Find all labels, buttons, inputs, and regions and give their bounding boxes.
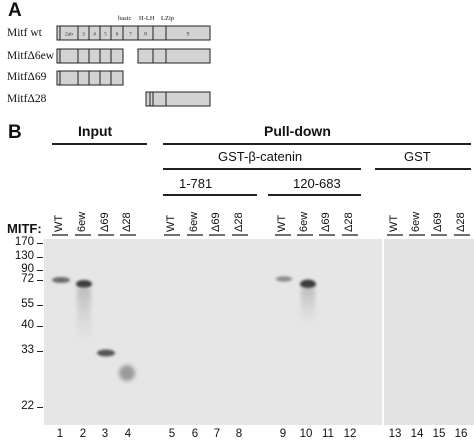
lane-label-2: 6ew — [76, 211, 88, 232]
lane-label-15: Δ69 — [432, 212, 444, 232]
lane-number-1: 1 — [56, 428, 64, 440]
mw-tick-130 — [37, 257, 43, 258]
lane-label-14: 6ew — [410, 211, 422, 232]
lane-label-9: WT — [276, 214, 288, 232]
construct-bar-d6ew — [56, 48, 211, 64]
pulldown-rule — [163, 143, 471, 145]
lane-number-9: 9 — [279, 428, 287, 440]
gst-beta-catenin-rule — [163, 168, 361, 170]
lane-label-6: 6ew — [188, 211, 200, 232]
lane-label-1: WT — [53, 214, 65, 232]
construct-label-wt: Mitf wt — [7, 27, 42, 39]
mw-tick-90 — [37, 270, 43, 271]
segment-label-4: 4 — [93, 32, 96, 38]
lane-number-5: 5 — [168, 428, 176, 440]
segment-label-6: 6 — [116, 32, 119, 38]
segment-label-8: 8 — [144, 32, 147, 38]
lane-label-13: WT — [388, 214, 400, 232]
segment-label-2ab: 2ab — [65, 32, 73, 38]
lane-label-11: Δ69 — [320, 212, 332, 232]
lane-label-3: Δ69 — [99, 212, 111, 232]
segment-label-3: 3 — [82, 32, 85, 38]
lane-label-5: WT — [165, 214, 177, 232]
construct-label-d28: MitfΔ28 — [7, 93, 47, 105]
mw-marker-55: 55 — [21, 298, 34, 310]
band-lane-3 — [97, 349, 115, 357]
band-lane-1 — [52, 277, 70, 283]
construct-label-d69: MitfΔ69 — [7, 71, 47, 83]
mw-tick-170 — [37, 243, 43, 244]
subgroup-2-header: 120-683 — [293, 176, 341, 191]
mw-tick-72 — [37, 280, 43, 281]
mw-marker-22: 22 — [21, 400, 34, 412]
band-lane-2 — [76, 280, 92, 288]
lane-number-12: 12 — [343, 428, 357, 440]
mw-marker-40: 40 — [21, 319, 34, 331]
mw-tick-33 — [37, 351, 43, 352]
mw-tick-40 — [37, 326, 43, 327]
construct-bar-d28 — [145, 91, 211, 107]
input-rule — [52, 143, 147, 145]
domain-label-lzip: LZip — [161, 15, 174, 22]
lane-number-15: 15 — [432, 428, 446, 440]
segment-label-9: 9 — [187, 32, 190, 38]
lane-number-10: 10 — [299, 428, 313, 440]
blot-divider — [382, 239, 384, 425]
pulldown-header: Pull-down — [264, 123, 331, 139]
lane-number-4: 4 — [124, 428, 132, 440]
lane-number-2: 2 — [79, 428, 87, 440]
mw-marker-90: 90 — [21, 263, 34, 275]
subgroup-1-header: 1-781 — [179, 176, 213, 191]
segment-label-7: 7 — [129, 32, 132, 38]
mw-tick-22 — [37, 407, 43, 408]
mw-tick-55 — [37, 305, 43, 306]
mw-marker-170: 170 — [14, 236, 34, 248]
blot-membrane-right — [384, 239, 474, 425]
construct-bar-wt — [56, 25, 211, 41]
blot-membrane-left — [44, 239, 382, 425]
lane-label-16: Δ28 — [455, 212, 467, 232]
construct-diagram: 2ab 3 4 5 6 7 8 9 — [56, 25, 211, 107]
lane-number-11: 11 — [322, 428, 334, 440]
lane-number-13: 13 — [388, 428, 402, 440]
panel-a-letter: A — [8, 0, 22, 21]
lane-label-10: 6ew — [298, 211, 310, 232]
lane-dash-row — [52, 234, 470, 236]
domain-label-basic: basic — [118, 15, 132, 22]
lane-label-12: Δ28 — [343, 212, 355, 232]
mitf-row-label: MITF: — [7, 221, 42, 236]
subgroup-2-rule — [268, 194, 361, 196]
western-blot-image — [44, 239, 474, 425]
band-lane-9 — [276, 276, 292, 282]
lane-label-7: Δ69 — [210, 212, 222, 232]
subgroup-1-rule — [163, 194, 257, 196]
smear-lane-10 — [301, 288, 315, 326]
construct-label-d6ew: MitfΔ6ew — [7, 50, 54, 62]
panel-b-letter: B — [8, 122, 22, 143]
gst-beta-catenin-header: GST-β-catenin — [218, 149, 303, 164]
domain-label-hlh: H-LH — [139, 15, 155, 22]
lane-number-14: 14 — [410, 428, 424, 440]
mw-marker-130: 130 — [14, 250, 34, 262]
lane-label-4: Δ28 — [121, 212, 133, 232]
lane-number-6: 6 — [191, 428, 199, 440]
lane-number-7: 7 — [213, 428, 221, 440]
smear-lane-2 — [77, 288, 91, 343]
mw-marker-72: 72 — [21, 273, 34, 285]
lane-label-8: Δ28 — [233, 212, 245, 232]
gst-rule — [375, 168, 471, 170]
construct-bar-d69 — [56, 70, 124, 86]
band-lane-10 — [300, 279, 316, 289]
gst-header: GST — [404, 149, 431, 164]
band-lane-4 — [119, 365, 135, 381]
segment-label-5: 5 — [104, 32, 107, 38]
lane-number-16: 16 — [454, 428, 468, 440]
mw-marker-33: 33 — [21, 344, 34, 356]
lane-number-3: 3 — [101, 428, 109, 440]
input-header: Input — [78, 123, 113, 139]
lane-number-8: 8 — [235, 428, 243, 440]
